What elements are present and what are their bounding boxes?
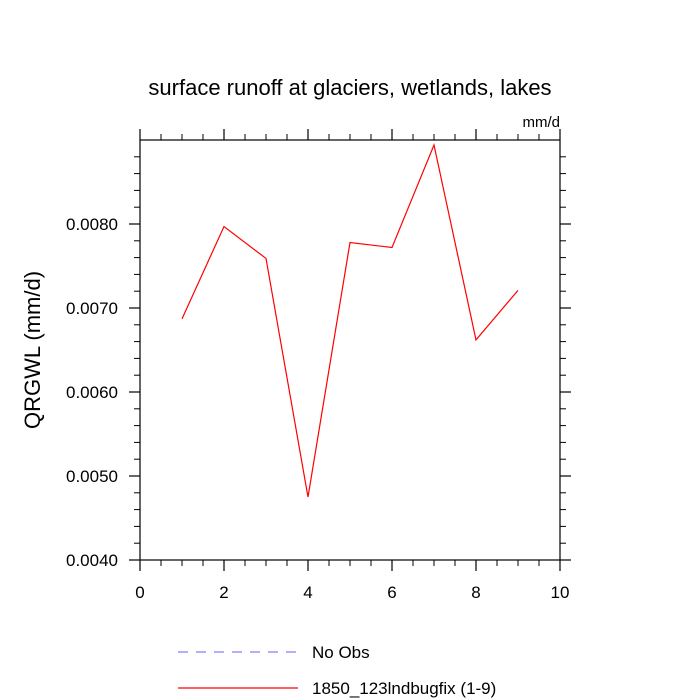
x-tick-label: 4 (303, 583, 312, 602)
legend: No Obs 1850_123lndbugfix (1-9) (178, 643, 496, 698)
chart-title: surface runoff at glaciers, wetlands, la… (148, 75, 551, 100)
series-line (181, 143, 519, 498)
axis-ticks (129, 129, 571, 571)
y-tick-label: 0.0080 (66, 215, 118, 234)
units-label: mm/d (523, 114, 561, 131)
plot-frame (139, 139, 561, 561)
y-tick-label: 0.0050 (66, 467, 118, 486)
x-tick-label: 10 (551, 583, 570, 602)
legend-label: 1850_123lndbugfix (1-9) (312, 679, 496, 698)
x-tick-label: 6 (387, 583, 396, 602)
x-tick-label: 2 (219, 583, 228, 602)
y-axis-label: QRGWL (mm/d) (20, 271, 45, 429)
x-tick-label: 0 (135, 583, 144, 602)
y-tick-label: 0.0040 (66, 551, 118, 570)
y-tick-label: 0.0060 (66, 383, 118, 402)
legend-label: No Obs (312, 643, 370, 662)
axis-tick-labels: 0 2 4 6 8 10 0.0040 0.0050 0.0060 0.0070 0.0080 (66, 215, 569, 602)
x-tick-label: 8 (471, 583, 480, 602)
y-tick-label: 0.0070 (66, 299, 118, 318)
series-layer (181, 143, 519, 498)
